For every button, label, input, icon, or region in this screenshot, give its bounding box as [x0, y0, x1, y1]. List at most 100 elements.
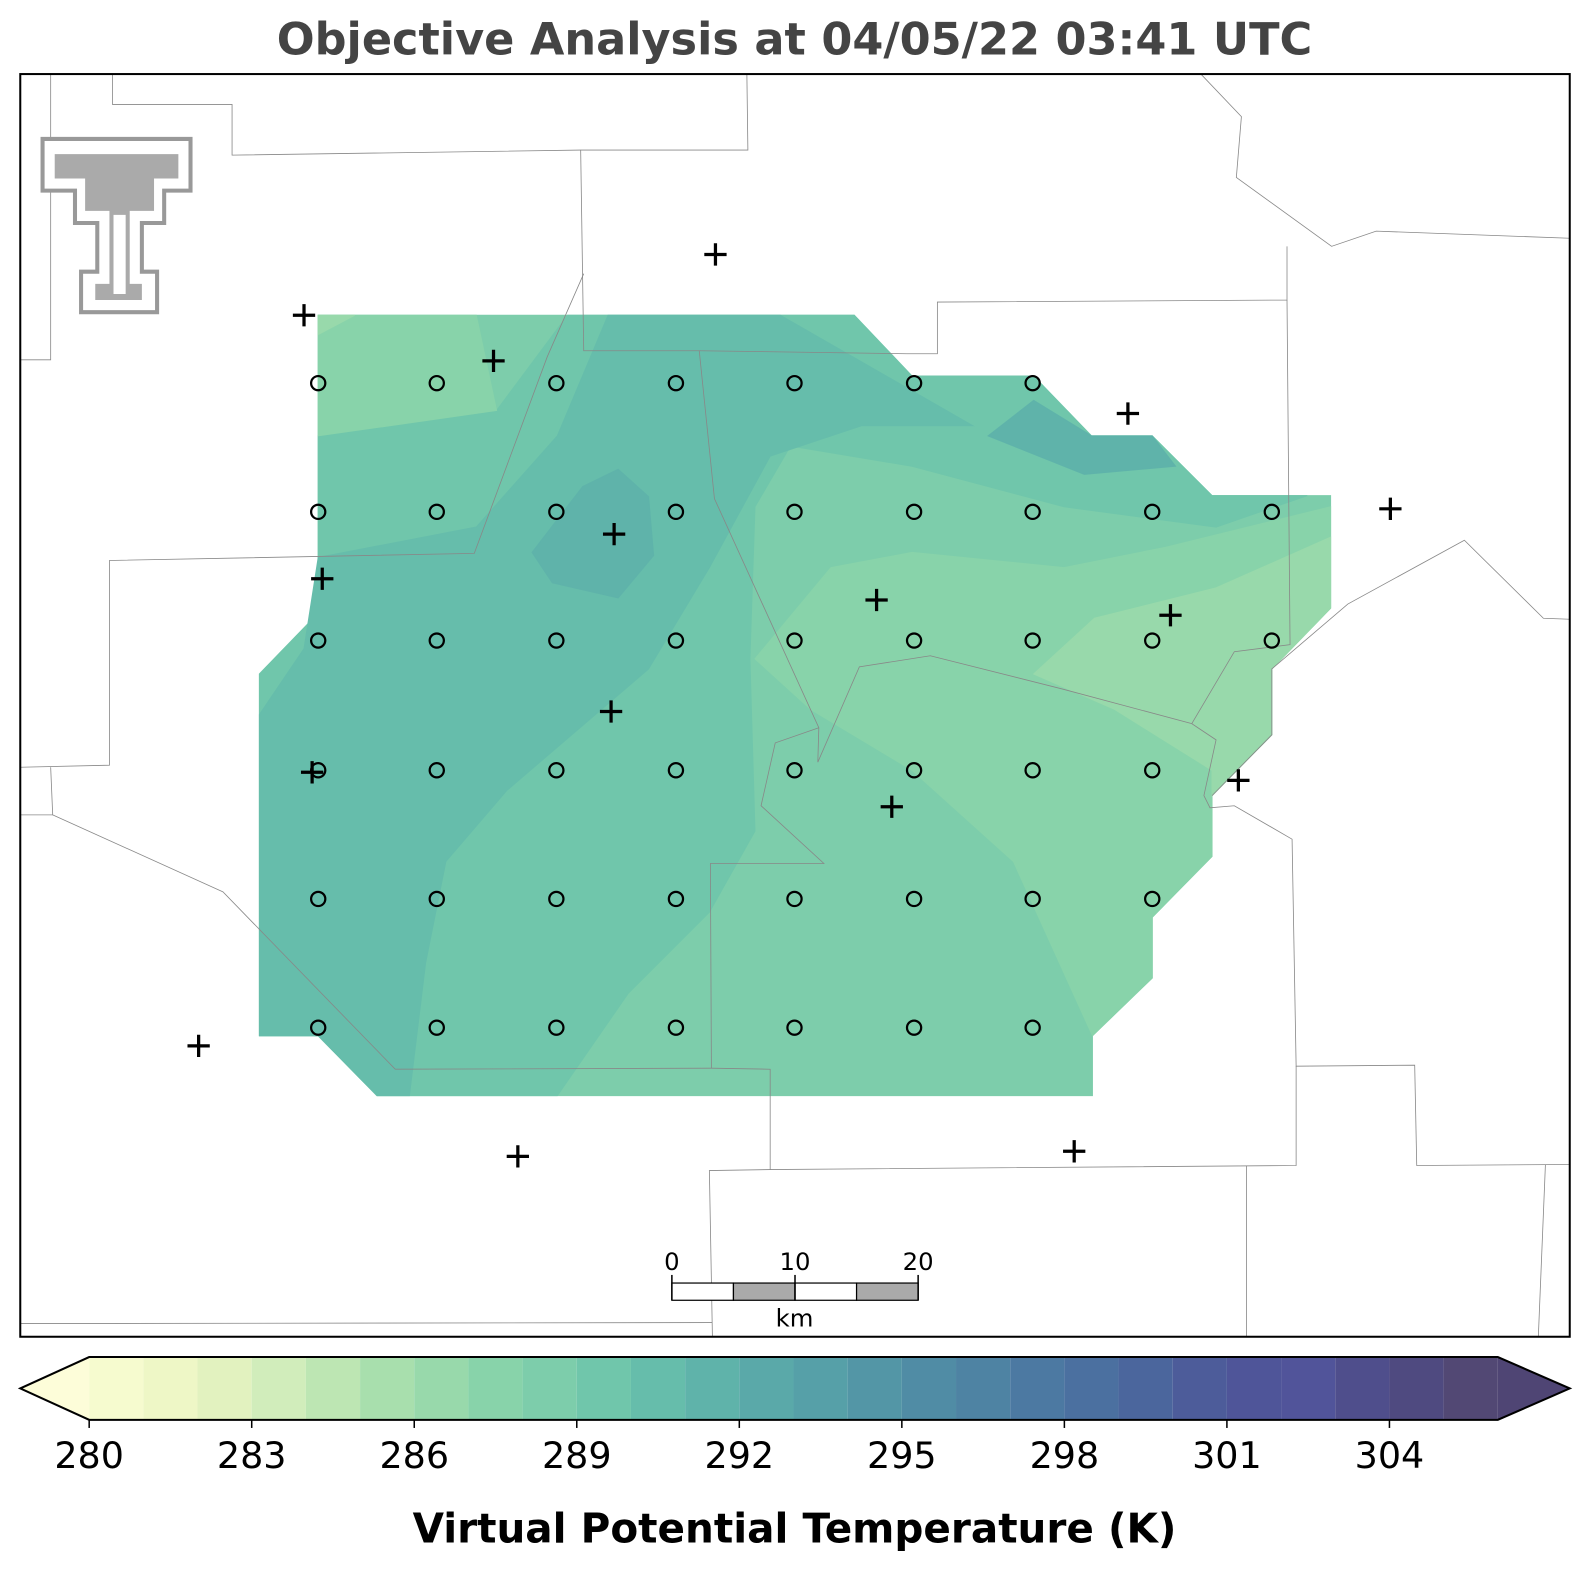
colorbar-segment	[1064, 1357, 1119, 1420]
colorbar-segment	[1118, 1357, 1173, 1420]
grid-point	[1144, 762, 1161, 779]
grid-point	[1024, 1019, 1041, 1036]
colorbar-segment	[1226, 1357, 1282, 1420]
grid-point	[1024, 890, 1041, 908]
grid-point	[309, 890, 327, 908]
colorbar-outline	[17, 1356, 1573, 1421]
grid-point	[309, 503, 327, 521]
county-lines	[20, 73, 1570, 1337]
colorbar-segment	[1335, 1357, 1390, 1420]
colorbar-segment	[360, 1357, 415, 1420]
colorbar-tick-label: 301	[1192, 1434, 1262, 1477]
colorbar-segment	[739, 1357, 794, 1420]
station-marks	[187, 243, 1402, 1168]
colorbar-segment	[847, 1357, 902, 1420]
map-frame	[19, 73, 1571, 1338]
colorbar-tick-label: 289	[542, 1434, 612, 1477]
scale-segment	[794, 1282, 858, 1301]
grid-point	[667, 890, 685, 908]
colorbar-tick-label: 295	[867, 1434, 937, 1477]
colorbar-segment	[901, 1357, 957, 1420]
station	[599, 700, 623, 723]
colorbar-label: Virtual Potential Temperature (K)	[413, 1504, 1177, 1552]
scale-segment	[671, 1282, 735, 1301]
grid-point	[786, 890, 803, 908]
colorbar-tick-label: 286	[379, 1434, 449, 1477]
grid-point	[667, 503, 685, 521]
grid-point	[428, 762, 445, 779]
colorbar-segment	[793, 1357, 848, 1420]
station	[1159, 604, 1182, 627]
station	[1116, 402, 1140, 425]
grid-point	[905, 1019, 923, 1036]
colorbar-tick-label: 283	[217, 1434, 287, 1477]
grid-point	[1024, 503, 1041, 521]
colorbar-segment	[1010, 1357, 1065, 1420]
grid-point	[1144, 632, 1161, 649]
colorbar-segment	[956, 1357, 1011, 1420]
grid-point	[548, 374, 565, 392]
colorbar-over	[1497, 1357, 1570, 1420]
grid-point	[667, 374, 685, 392]
colorbar-tick-label: 292	[705, 1434, 775, 1477]
grid-point	[905, 632, 923, 649]
grid-point	[309, 632, 327, 649]
colorbar-segment	[1281, 1357, 1336, 1420]
colorbar-segment	[197, 1357, 252, 1420]
colorbar-segment	[685, 1357, 740, 1420]
station	[1227, 769, 1250, 792]
scale-segment	[855, 1282, 919, 1301]
grid-point	[905, 374, 923, 392]
logo	[40, 136, 193, 315]
grid-point	[428, 374, 445, 392]
station	[602, 522, 626, 546]
grid-point	[1024, 632, 1041, 649]
colorbar-tick-label: 298	[1030, 1434, 1100, 1477]
colorbar-segment	[251, 1357, 306, 1420]
scale-tick-label: 0	[664, 1247, 679, 1276]
grid-point	[1024, 374, 1041, 392]
colorbar-segment	[576, 1357, 631, 1420]
station	[187, 1034, 210, 1058]
grid-point	[1144, 503, 1161, 521]
scale-segment	[732, 1282, 796, 1301]
grid-point	[1263, 503, 1281, 521]
colorbar-tick-label: 304	[1355, 1434, 1425, 1477]
grid-point	[1024, 762, 1041, 779]
scale-bar: km 0 10 20	[664, 1247, 933, 1333]
colorbar-segment	[414, 1357, 469, 1420]
contour-region	[987, 399, 1177, 475]
station	[311, 567, 334, 590]
grid-point	[786, 762, 803, 779]
grid-point	[905, 762, 923, 779]
grid-point	[428, 503, 445, 521]
grid-point	[786, 632, 803, 649]
colorbar-segment	[1172, 1357, 1227, 1420]
colorbar: Virtual Potential Temperature (K) 280 283…	[17, 1356, 1573, 1552]
grid-point	[786, 1019, 803, 1036]
station	[1063, 1140, 1086, 1163]
grid-point	[548, 762, 565, 779]
scale-unit: km	[776, 1304, 814, 1333]
colorbar-segment	[305, 1357, 361, 1420]
station	[300, 761, 324, 784]
colorbar-segment	[468, 1357, 523, 1420]
grid-point	[1144, 890, 1161, 908]
grid-point	[548, 890, 565, 908]
grid-point	[905, 503, 923, 521]
grid-point	[548, 503, 565, 521]
station	[1379, 497, 1402, 520]
grid-point	[1263, 632, 1281, 649]
chart-title: Objective Analysis at 04/05/22 03:41 UTC	[277, 14, 1313, 66]
colorbar-segment	[1443, 1357, 1498, 1420]
station	[880, 795, 903, 818]
station	[865, 588, 888, 612]
colorbar-segment	[1389, 1357, 1444, 1420]
grid-point	[786, 374, 803, 392]
scale-tick-label: 10	[780, 1247, 811, 1276]
colorbar-segment	[630, 1357, 686, 1420]
grid-point	[667, 632, 685, 649]
contour-region	[317, 314, 498, 437]
